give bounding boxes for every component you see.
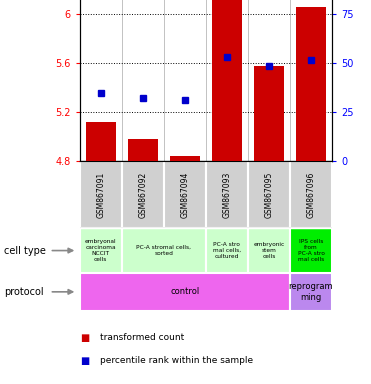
Text: transformed count: transformed count [100, 333, 184, 343]
Bar [206, 161, 248, 228]
Bar [206, 228, 248, 273]
Bar [170, 156, 200, 161]
Text: PC-A stro
mal cells,
cultured: PC-A stro mal cells, cultured [213, 242, 241, 259]
Text: embryonic
stem
cells: embryonic stem cells [253, 242, 285, 259]
Bar [80, 228, 122, 273]
Text: cell type: cell type [4, 245, 46, 256]
Bar [254, 66, 284, 161]
Bar [290, 161, 332, 228]
Bar [80, 161, 122, 228]
Text: percentile rank within the sample: percentile rank within the sample [100, 356, 253, 366]
Text: reprogram
ming: reprogram ming [289, 282, 333, 301]
Bar [128, 139, 158, 161]
Text: GSM867094: GSM867094 [180, 172, 189, 218]
Text: IPS cells
from
PC-A stro
mal cells: IPS cells from PC-A stro mal cells [298, 239, 325, 262]
Text: PC-A stromal cells,
sorted: PC-A stromal cells, sorted [137, 245, 191, 256]
Text: GSM867091: GSM867091 [96, 172, 105, 218]
Bar [290, 273, 332, 311]
Bar [248, 228, 290, 273]
Text: GSM867092: GSM867092 [138, 172, 147, 218]
Bar [290, 228, 332, 273]
Text: GSM867095: GSM867095 [265, 172, 273, 218]
Bar [122, 228, 206, 273]
Text: control: control [170, 287, 200, 296]
Bar [80, 273, 290, 311]
Bar [164, 161, 206, 228]
Text: GSM867096: GSM867096 [306, 172, 315, 218]
Bar [122, 161, 164, 228]
Bar [212, 0, 242, 161]
Text: embryonal
carcinoma
NCCIT
cells: embryonal carcinoma NCCIT cells [85, 239, 116, 262]
Bar [296, 7, 326, 161]
Text: protocol: protocol [4, 287, 43, 297]
Text: GSM867093: GSM867093 [223, 172, 232, 218]
Text: ■: ■ [80, 356, 89, 366]
Text: ■: ■ [80, 333, 89, 343]
Bar [248, 161, 290, 228]
Bar [86, 122, 115, 161]
